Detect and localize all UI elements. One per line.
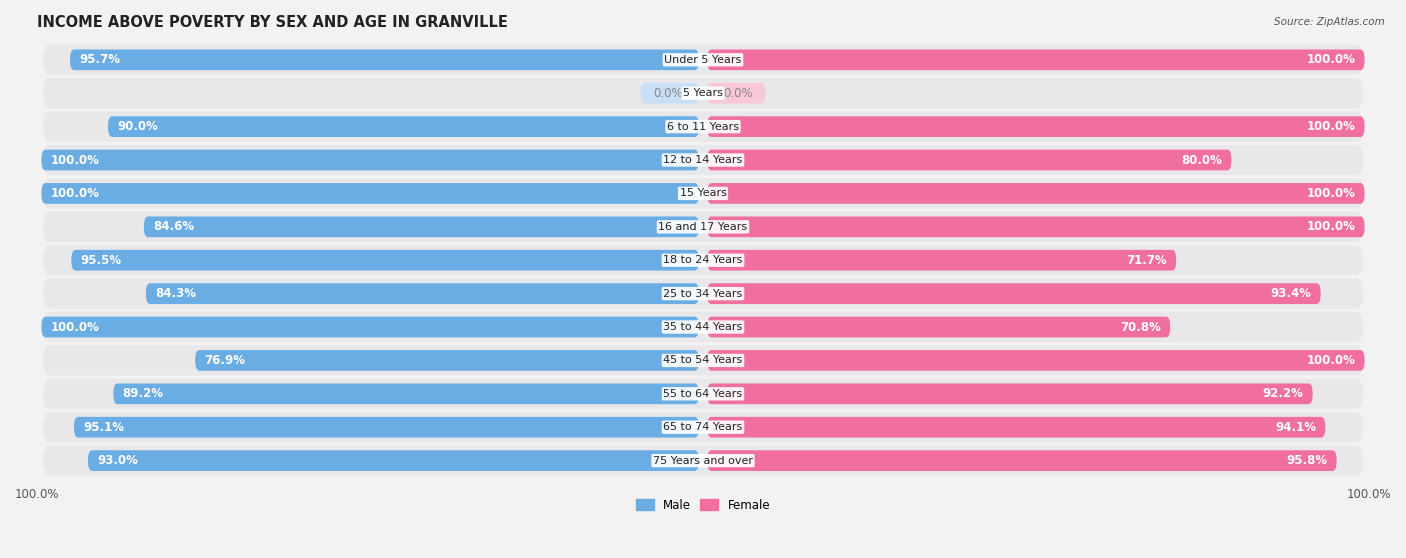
Text: 93.0%: 93.0% [97,454,138,467]
Text: 70.8%: 70.8% [1121,320,1161,334]
FancyBboxPatch shape [707,283,1320,304]
FancyBboxPatch shape [707,317,1170,338]
Text: 89.2%: 89.2% [122,387,163,400]
FancyBboxPatch shape [114,383,699,404]
Text: 18 to 24 Years: 18 to 24 Years [664,255,742,265]
Text: 76.9%: 76.9% [204,354,246,367]
FancyBboxPatch shape [44,145,1362,175]
Text: INCOME ABOVE POVERTY BY SEX AND AGE IN GRANVILLE: INCOME ABOVE POVERTY BY SEX AND AGE IN G… [37,15,508,30]
Text: 84.6%: 84.6% [153,220,194,233]
Text: 92.2%: 92.2% [1263,387,1303,400]
FancyBboxPatch shape [707,116,1365,137]
Text: 100.0%: 100.0% [51,153,100,166]
Text: 55 to 64 Years: 55 to 64 Years [664,389,742,399]
Text: 25 to 34 Years: 25 to 34 Years [664,288,742,299]
Text: 12 to 14 Years: 12 to 14 Years [664,155,742,165]
FancyBboxPatch shape [108,116,699,137]
Text: 5 Years: 5 Years [683,88,723,98]
FancyBboxPatch shape [707,383,1313,404]
FancyBboxPatch shape [44,45,1362,75]
Text: 95.1%: 95.1% [83,421,124,434]
FancyBboxPatch shape [70,50,699,70]
FancyBboxPatch shape [44,446,1362,475]
Text: Under 5 Years: Under 5 Years [665,55,741,65]
Text: 84.3%: 84.3% [155,287,195,300]
Text: 90.0%: 90.0% [117,120,157,133]
FancyBboxPatch shape [707,83,765,104]
Text: Source: ZipAtlas.com: Source: ZipAtlas.com [1274,17,1385,27]
FancyBboxPatch shape [707,183,1365,204]
Text: 100.0%: 100.0% [1306,220,1355,233]
Text: 6 to 11 Years: 6 to 11 Years [666,122,740,132]
Text: 95.7%: 95.7% [79,54,120,66]
FancyBboxPatch shape [707,450,1337,471]
Text: 100.0%: 100.0% [1306,354,1355,367]
FancyBboxPatch shape [707,50,1365,70]
FancyBboxPatch shape [707,250,1177,271]
FancyBboxPatch shape [44,278,1362,309]
FancyBboxPatch shape [707,350,1365,371]
Text: 100.0%: 100.0% [1306,54,1355,66]
Text: 94.1%: 94.1% [1275,421,1316,434]
Text: 0.0%: 0.0% [723,86,752,100]
FancyBboxPatch shape [44,179,1362,209]
FancyBboxPatch shape [44,78,1362,108]
Text: 100.0%: 100.0% [1306,187,1355,200]
FancyBboxPatch shape [195,350,699,371]
FancyBboxPatch shape [641,83,699,104]
FancyBboxPatch shape [44,312,1362,342]
Text: 80.0%: 80.0% [1181,153,1222,166]
FancyBboxPatch shape [41,150,699,170]
FancyBboxPatch shape [44,412,1362,442]
FancyBboxPatch shape [146,283,699,304]
Text: 16 and 17 Years: 16 and 17 Years [658,222,748,232]
Text: 95.8%: 95.8% [1286,454,1327,467]
Text: 100.0%: 100.0% [51,320,100,334]
Text: 100.0%: 100.0% [51,187,100,200]
FancyBboxPatch shape [41,183,699,204]
FancyBboxPatch shape [143,217,699,237]
Text: 35 to 44 Years: 35 to 44 Years [664,322,742,332]
FancyBboxPatch shape [72,250,699,271]
Text: 100.0%: 100.0% [1306,120,1355,133]
FancyBboxPatch shape [707,217,1365,237]
Text: 75 Years and over: 75 Years and over [652,456,754,465]
FancyBboxPatch shape [707,417,1326,437]
FancyBboxPatch shape [89,450,699,471]
FancyBboxPatch shape [75,417,699,437]
FancyBboxPatch shape [707,150,1232,170]
FancyBboxPatch shape [44,212,1362,242]
Text: 0.0%: 0.0% [654,86,683,100]
Text: 15 Years: 15 Years [679,189,727,199]
FancyBboxPatch shape [44,345,1362,376]
Text: 65 to 74 Years: 65 to 74 Years [664,422,742,432]
FancyBboxPatch shape [44,379,1362,409]
Legend: Male, Female: Male, Female [631,494,775,516]
FancyBboxPatch shape [41,317,699,338]
Text: 93.4%: 93.4% [1271,287,1312,300]
Text: 71.7%: 71.7% [1126,254,1167,267]
Text: 45 to 54 Years: 45 to 54 Years [664,355,742,365]
FancyBboxPatch shape [44,112,1362,142]
FancyBboxPatch shape [44,245,1362,275]
Text: 95.5%: 95.5% [80,254,122,267]
